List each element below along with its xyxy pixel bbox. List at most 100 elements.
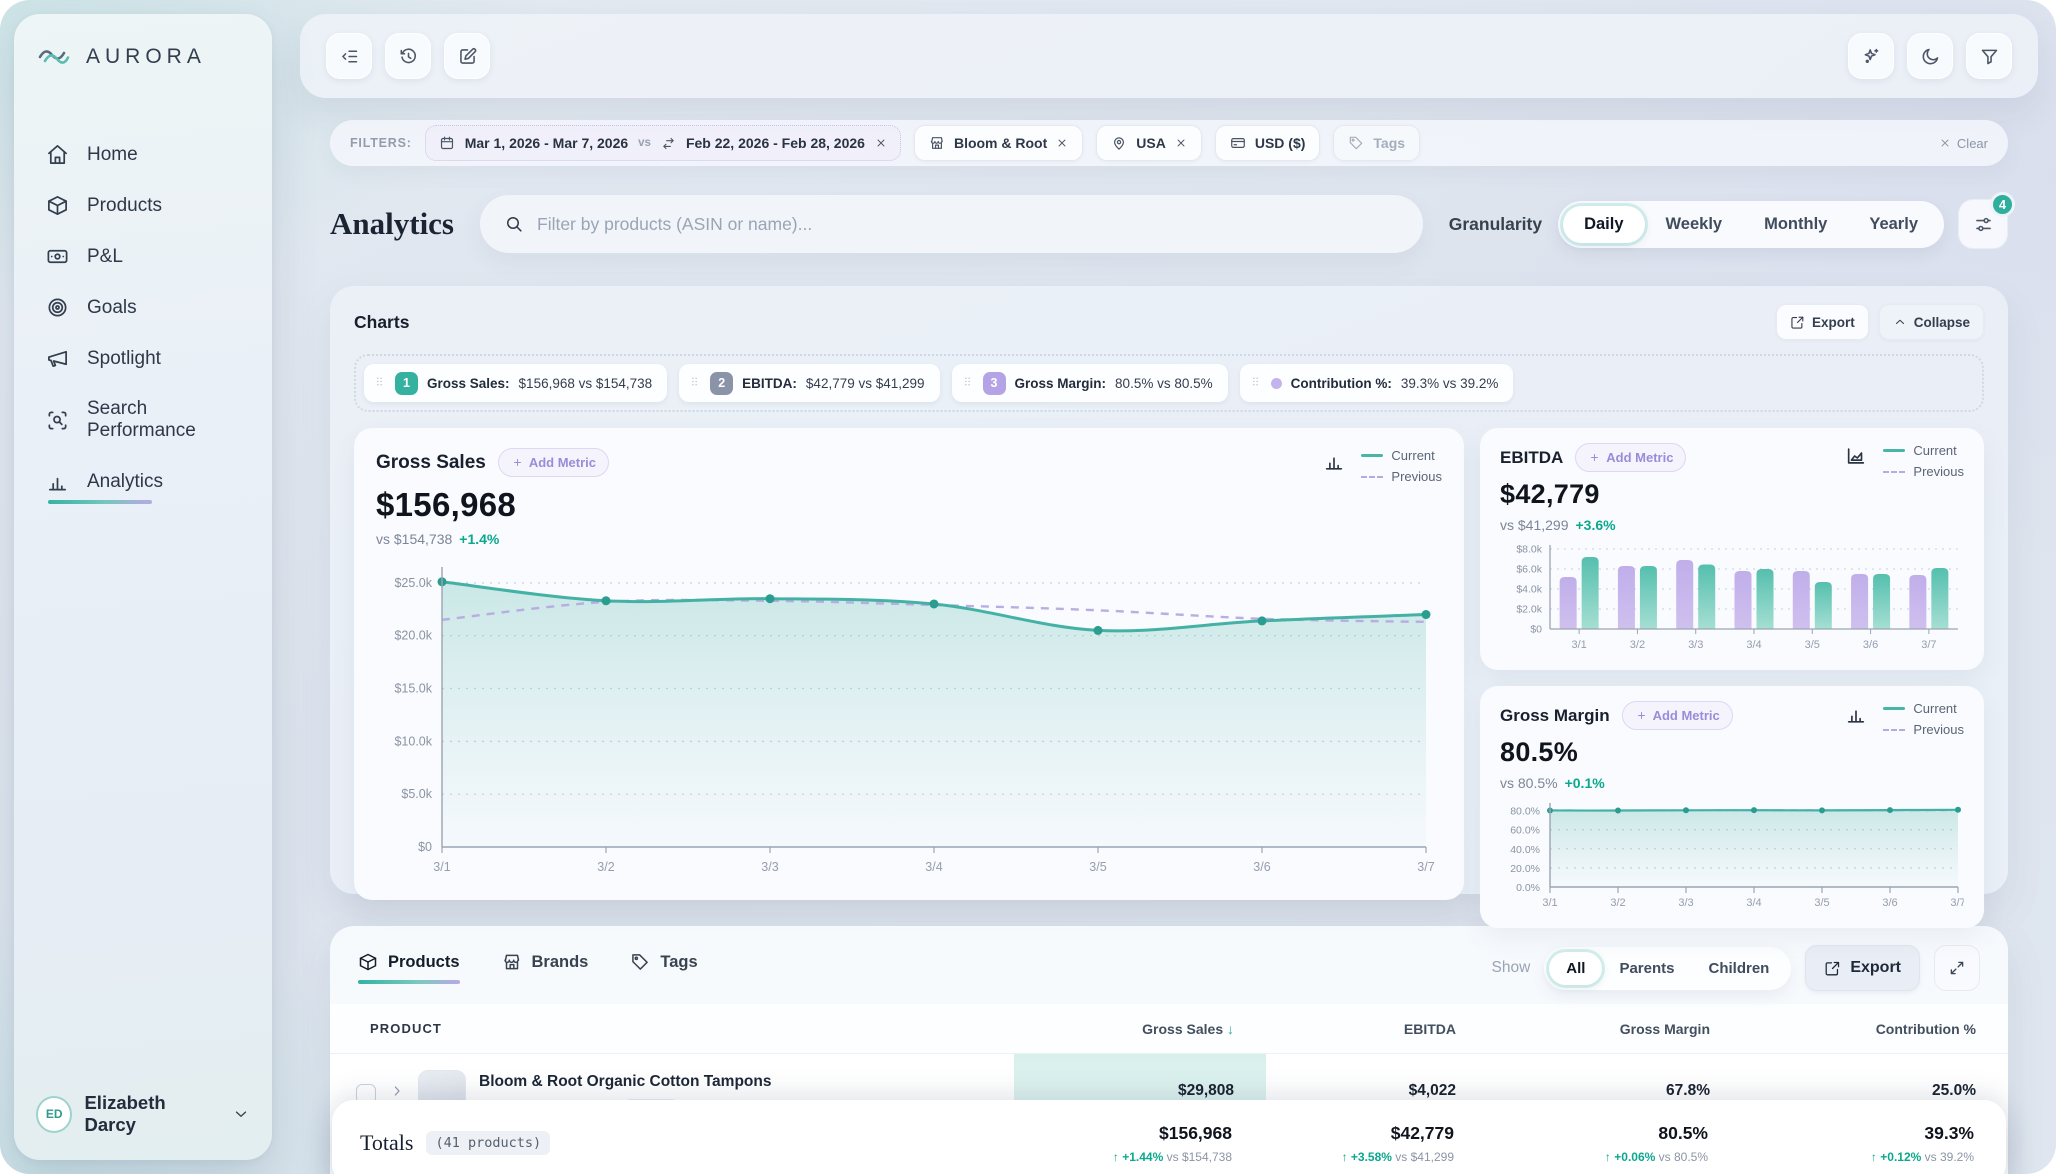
svg-text:3/7: 3/7 [1921,639,1936,651]
row-expand-chevron[interactable] [389,1083,405,1104]
aurora-wave-logo-icon [38,44,74,70]
drag-handle-icon[interactable] [688,375,701,391]
user-menu[interactable]: ED Elizabeth Darcy [36,1092,250,1136]
card-header: Gross Margin Add Metric 80.5% vs 80.5% +0.1%… [1500,701,1964,791]
metric-chip-value: $156,968 vs $154,738 [518,375,653,391]
card-delta: +3.6% [1575,517,1616,533]
remove-filter[interactable] [1175,137,1187,149]
filter-chip-bloom-root[interactable]: Bloom & Root [913,125,1084,161]
remove-filter[interactable] [1056,137,1068,149]
area-chart-icon [1845,445,1867,467]
sidebar-item-home[interactable]: Home [38,130,248,179]
metric-chip-ebitda-[interactable]: 2 EBITDA: $42,779 vs $41,299 [679,364,940,402]
clear-filters-button[interactable]: Clear [1939,136,1988,151]
filter-chip-usd-[interactable]: USD ($) [1214,125,1321,161]
drag-handle-icon[interactable] [961,375,974,391]
tab-brands[interactable]: Brands [502,952,588,984]
cell-gross-margin: 67.8% [1666,1082,1710,1099]
metric-chip-contribution-%-[interactable]: Contribution %: 39.3% vs 39.2% [1239,364,1514,402]
sidebar-item-row: Home [46,143,240,166]
column-header-product[interactable]: PRODUCT [370,1021,442,1036]
totals-word: Totals [360,1130,414,1155]
drag-handle-icon[interactable] [1249,375,1262,391]
history-button[interactable] [385,33,431,79]
granularity-option-yearly[interactable]: Yearly [1869,214,1918,233]
sidebar-item-goals[interactable]: Goals [38,283,248,332]
search-input[interactable] [537,213,1399,235]
card-vs-value: vs $41,299 [1500,517,1569,533]
charts-collapse-label: Collapse [1913,314,1970,330]
card-header-right: Current Previous [1323,448,1442,484]
sidebar-item-p-l[interactable]: P&L [38,232,248,281]
granularity-option-weekly[interactable]: Weekly [1665,214,1723,233]
show-option-children[interactable]: Children [1708,959,1770,977]
filter-chip-tags[interactable]: Tags [1333,125,1421,161]
column-header-label: Gross Margin [1619,1020,1710,1037]
metric-chip-gross-sales-[interactable]: 1 Gross Sales: $156,968 vs $154,738 [364,364,668,402]
svg-text:3/4: 3/4 [1746,897,1761,909]
svg-text:3/7: 3/7 [1950,897,1964,909]
date-range-filter-chip[interactable]: Mar 1, 2026 - Mar 7, 2026 vs Feb 22, 2026 … [424,125,901,161]
sidebar-item-spotlight[interactable]: Spotlight [38,334,248,383]
metric-chip-label: EBITDA: [742,375,797,391]
drag-icon [1249,375,1262,388]
totals-delta-line: ↑ +0.06% vs 80.5% [1486,1150,1708,1164]
charts-export-button[interactable]: Export [1775,304,1869,340]
add-metric-button[interactable]: Add Metric [1575,443,1687,472]
bar-chart-icon [1845,703,1867,725]
sparkles-icon [1861,46,1882,67]
chart-type-button[interactable] [1845,445,1867,472]
drag-handle-icon[interactable] [373,375,386,391]
sidebar-item-row: Search Performance [46,398,240,442]
column-header-gross-sales[interactable]: Gross Sales ↓ [1014,1021,1266,1037]
sidebar-item-label: Goals [87,296,137,318]
expand-table-button[interactable] [1934,945,1980,991]
remove-date-filter[interactable] [875,137,887,149]
granularity-option-daily[interactable]: Daily [1563,205,1645,243]
filter-chip-usa[interactable]: USA [1096,125,1202,161]
charts-collapse-button[interactable]: Collapse [1878,304,1984,340]
column-header-contribution-%[interactable]: Contribution % [1742,1021,2008,1037]
sidebar-item-label: Spotlight [87,347,161,369]
totals-value: $42,779 [1390,1122,1454,1143]
metric-chip-gross-margin-[interactable]: 3 Gross Margin: 80.5% vs 80.5% [951,364,1228,402]
credit-card-icon [1230,135,1246,151]
tab-tags[interactable]: Tags [630,952,698,984]
totals-vs: vs $41,299 [1391,1149,1454,1164]
moon-button[interactable] [1907,33,1953,79]
map-pin-icon [1111,135,1127,151]
show-segmented: All Parents Children [1544,946,1792,990]
column-header-gross-margin[interactable]: Gross Margin [1488,1021,1742,1037]
card-header-right: Current Previous [1845,701,1964,737]
funnel-button[interactable] [1966,33,2012,79]
add-metric-label: Add Metric [1606,450,1674,465]
sidebar-item-products[interactable]: Products [38,181,248,230]
charts-section-title: Charts [354,311,410,332]
metric-dot [1270,377,1282,389]
show-option-all[interactable]: All [1549,951,1603,985]
tab-products[interactable]: Products [358,952,460,984]
chart-type-button[interactable] [1845,703,1867,730]
chart-type-button[interactable] [1323,450,1345,477]
compose-button[interactable] [444,33,490,79]
x-icon [875,137,887,149]
show-option-parents[interactable]: Parents [1619,959,1675,977]
panel-collapse-button[interactable] [326,33,372,79]
chart-settings-button[interactable]: 4 [1958,192,2015,249]
sidebar-item-analytics[interactable]: Analytics [38,457,248,517]
add-metric-button[interactable]: Add Metric [1621,701,1733,730]
granularity-option-monthly[interactable]: Monthly [1764,214,1828,233]
chart-legend: Current Previous [1883,443,1964,479]
sidebar-item-search-performance[interactable]: Search Performance [38,385,248,455]
table-export-button[interactable]: Export [1805,945,1920,991]
svg-text:$0: $0 [1530,624,1542,636]
cell-ebitda: $4,022 [1408,1082,1456,1099]
add-metric-button[interactable]: Add Metric [497,448,610,477]
svg-text:$15.0k: $15.0k [394,682,432,696]
svg-text:3/5: 3/5 [1814,897,1829,909]
svg-text:$5.0k: $5.0k [401,787,432,801]
history-icon [398,46,419,67]
banknote-icon [46,245,69,268]
sparkles-button[interactable] [1848,33,1894,79]
column-header-ebitda[interactable]: EBITDA [1266,1021,1488,1037]
